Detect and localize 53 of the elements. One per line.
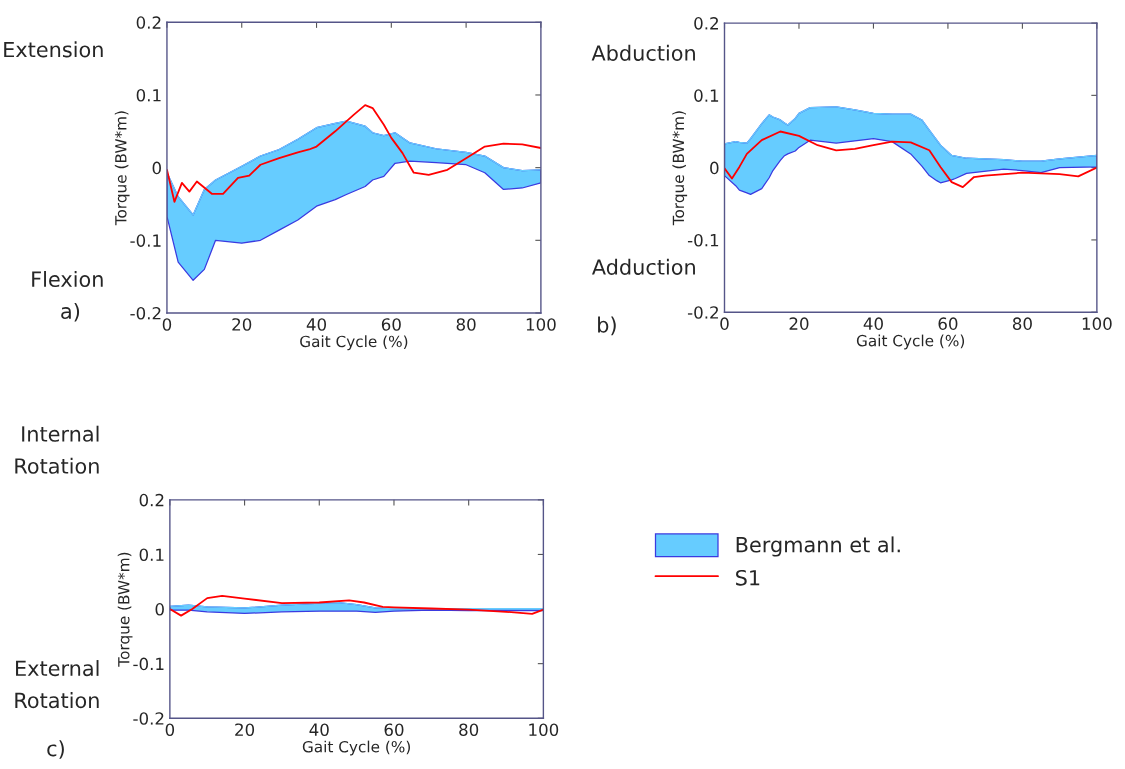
y-axis-title: Torque (BW*m) [672, 111, 688, 226]
x-tick-label: 20 [232, 318, 252, 331]
x-tick-label: 0 [165, 723, 175, 737]
x-tick-label: 20 [789, 317, 809, 330]
y-tick-label: 0.1 [139, 548, 164, 562]
x-tick-label: 100 [526, 318, 556, 331]
x-axis-title: Gait Cycle (%) [856, 334, 965, 350]
y-axis-title: Torque (BW*m) [117, 552, 133, 667]
text: Adduction [591, 258, 695, 275]
y-tick-label: 0 [155, 603, 164, 616]
y-tick-label: 0 [152, 161, 161, 175]
text: c) [47, 740, 64, 759]
text: Abduction [591, 44, 695, 61]
line-series [169, 595, 544, 617]
x-tick-label: 40 [309, 723, 329, 737]
y-tick-label: 0.2 [694, 17, 718, 30]
x-tick-label: 100 [529, 723, 559, 737]
text: Extension [4, 41, 103, 58]
x-tick-label: 60 [381, 318, 401, 331]
text: Flexion [32, 270, 103, 288]
x-axis-title: Gait Cycle (%) [300, 335, 408, 351]
x-tick-label: 40 [306, 318, 327, 331]
x-tick-label: 20 [235, 723, 255, 737]
y-tick-label: 0.2 [136, 16, 161, 29]
x-tick-label: 60 [384, 723, 404, 737]
x-tick-label: 80 [1012, 317, 1032, 330]
y-tick-label: 0.1 [136, 88, 161, 102]
line-series [724, 130, 1097, 189]
x-tick-label: 40 [863, 317, 883, 330]
x-tick-label: 100 [1082, 317, 1112, 330]
x-tick-label: 80 [456, 318, 476, 331]
text: Internal Rotation [15, 425, 99, 474]
x-tick-label: 80 [459, 723, 479, 737]
y-tick-label: 0.2 [139, 493, 164, 507]
y-tick-label: -0.1 [687, 233, 719, 247]
text: a) [61, 302, 80, 322]
y-tick-label: -0.2 [133, 712, 164, 725]
y-tick-label: -0.1 [130, 234, 161, 247]
text: b) [598, 316, 616, 336]
x-tick-label: 0 [162, 318, 172, 331]
legend-label: S1 [736, 569, 760, 586]
text: External Rotation [15, 660, 99, 709]
legend-label: Bergmann et al. [736, 536, 900, 557]
y-tick-label: 0.1 [694, 89, 719, 102]
x-tick-label: 0 [720, 317, 729, 330]
y-axis-title: Torque (BW*m) [114, 111, 130, 226]
y-tick-label: 0 [710, 161, 719, 175]
line-series [166, 104, 541, 203]
x-axis-title: Gait Cycle (%) [302, 740, 410, 756]
y-tick-label: -0.2 [130, 306, 161, 320]
x-tick-label: 60 [938, 317, 958, 330]
y-tick-label: -0.1 [133, 657, 164, 671]
y-tick-label: -0.2 [687, 306, 718, 319]
